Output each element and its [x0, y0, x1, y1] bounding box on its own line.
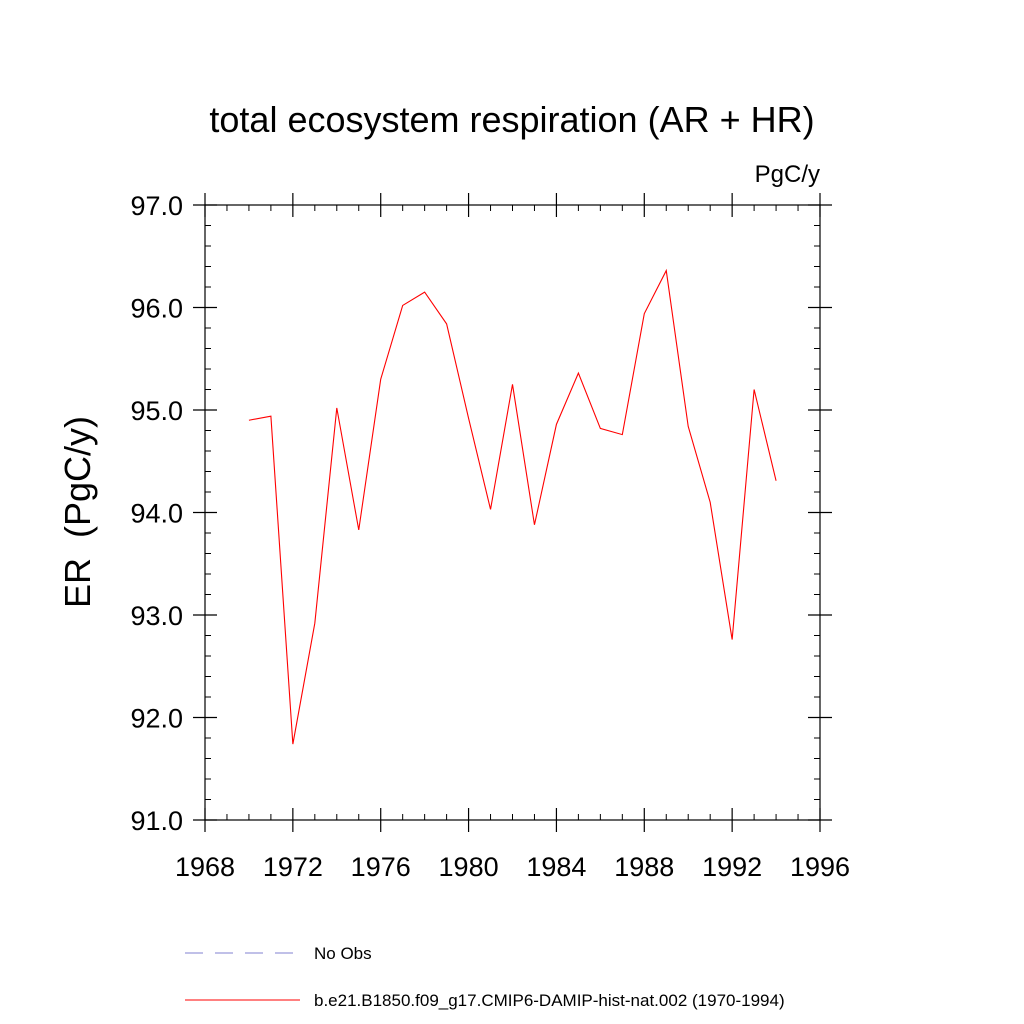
series-line — [248, 268, 777, 745]
x-tick-labels: 1968 1972 1976 1980 1984 1988 1992 1996 — [175, 852, 850, 882]
y-tick-label: 96.0 — [130, 294, 183, 324]
plot-frame — [204, 204, 821, 821]
y-tick-labels: 91.0 92.0 93.0 94.0 95.0 96.0 97.0 — [130, 191, 183, 836]
series-group — [248, 268, 777, 745]
chart-title: total ecosystem respiration (AR + HR) — [209, 99, 814, 140]
axis-ticks — [193, 193, 832, 832]
x-tick-label: 1976 — [351, 852, 411, 882]
x-tick-label: 1984 — [526, 852, 586, 882]
legend-label-model: b.e21.B1850.f09_g17.CMIP6-DAMIP-hist-nat… — [314, 991, 785, 1010]
y-tick-label: 94.0 — [130, 499, 183, 529]
x-tick-label: 1972 — [263, 852, 323, 882]
x-tick-label: 1968 — [175, 852, 235, 882]
x-tick-label: 1988 — [614, 852, 674, 882]
y-tick-label: 97.0 — [130, 191, 183, 221]
x-tick-label: 1980 — [439, 852, 499, 882]
x-tick-label: 1996 — [790, 852, 850, 882]
y-tick-label: 91.0 — [130, 806, 183, 836]
legend: No Obs b.e21.B1850.f09_g17.CMIP6-DAMIP-h… — [185, 944, 785, 1010]
y-tick-label: 92.0 — [130, 704, 183, 734]
x-tick-label: 1992 — [702, 852, 762, 882]
legend-label-no-obs: No Obs — [314, 944, 372, 963]
y-axis-label: ER (PgC/y) — [57, 416, 98, 608]
y-tick-label: 93.0 — [130, 601, 183, 631]
y-tick-label: 95.0 — [130, 396, 183, 426]
units-label: PgC/y — [755, 161, 820, 188]
